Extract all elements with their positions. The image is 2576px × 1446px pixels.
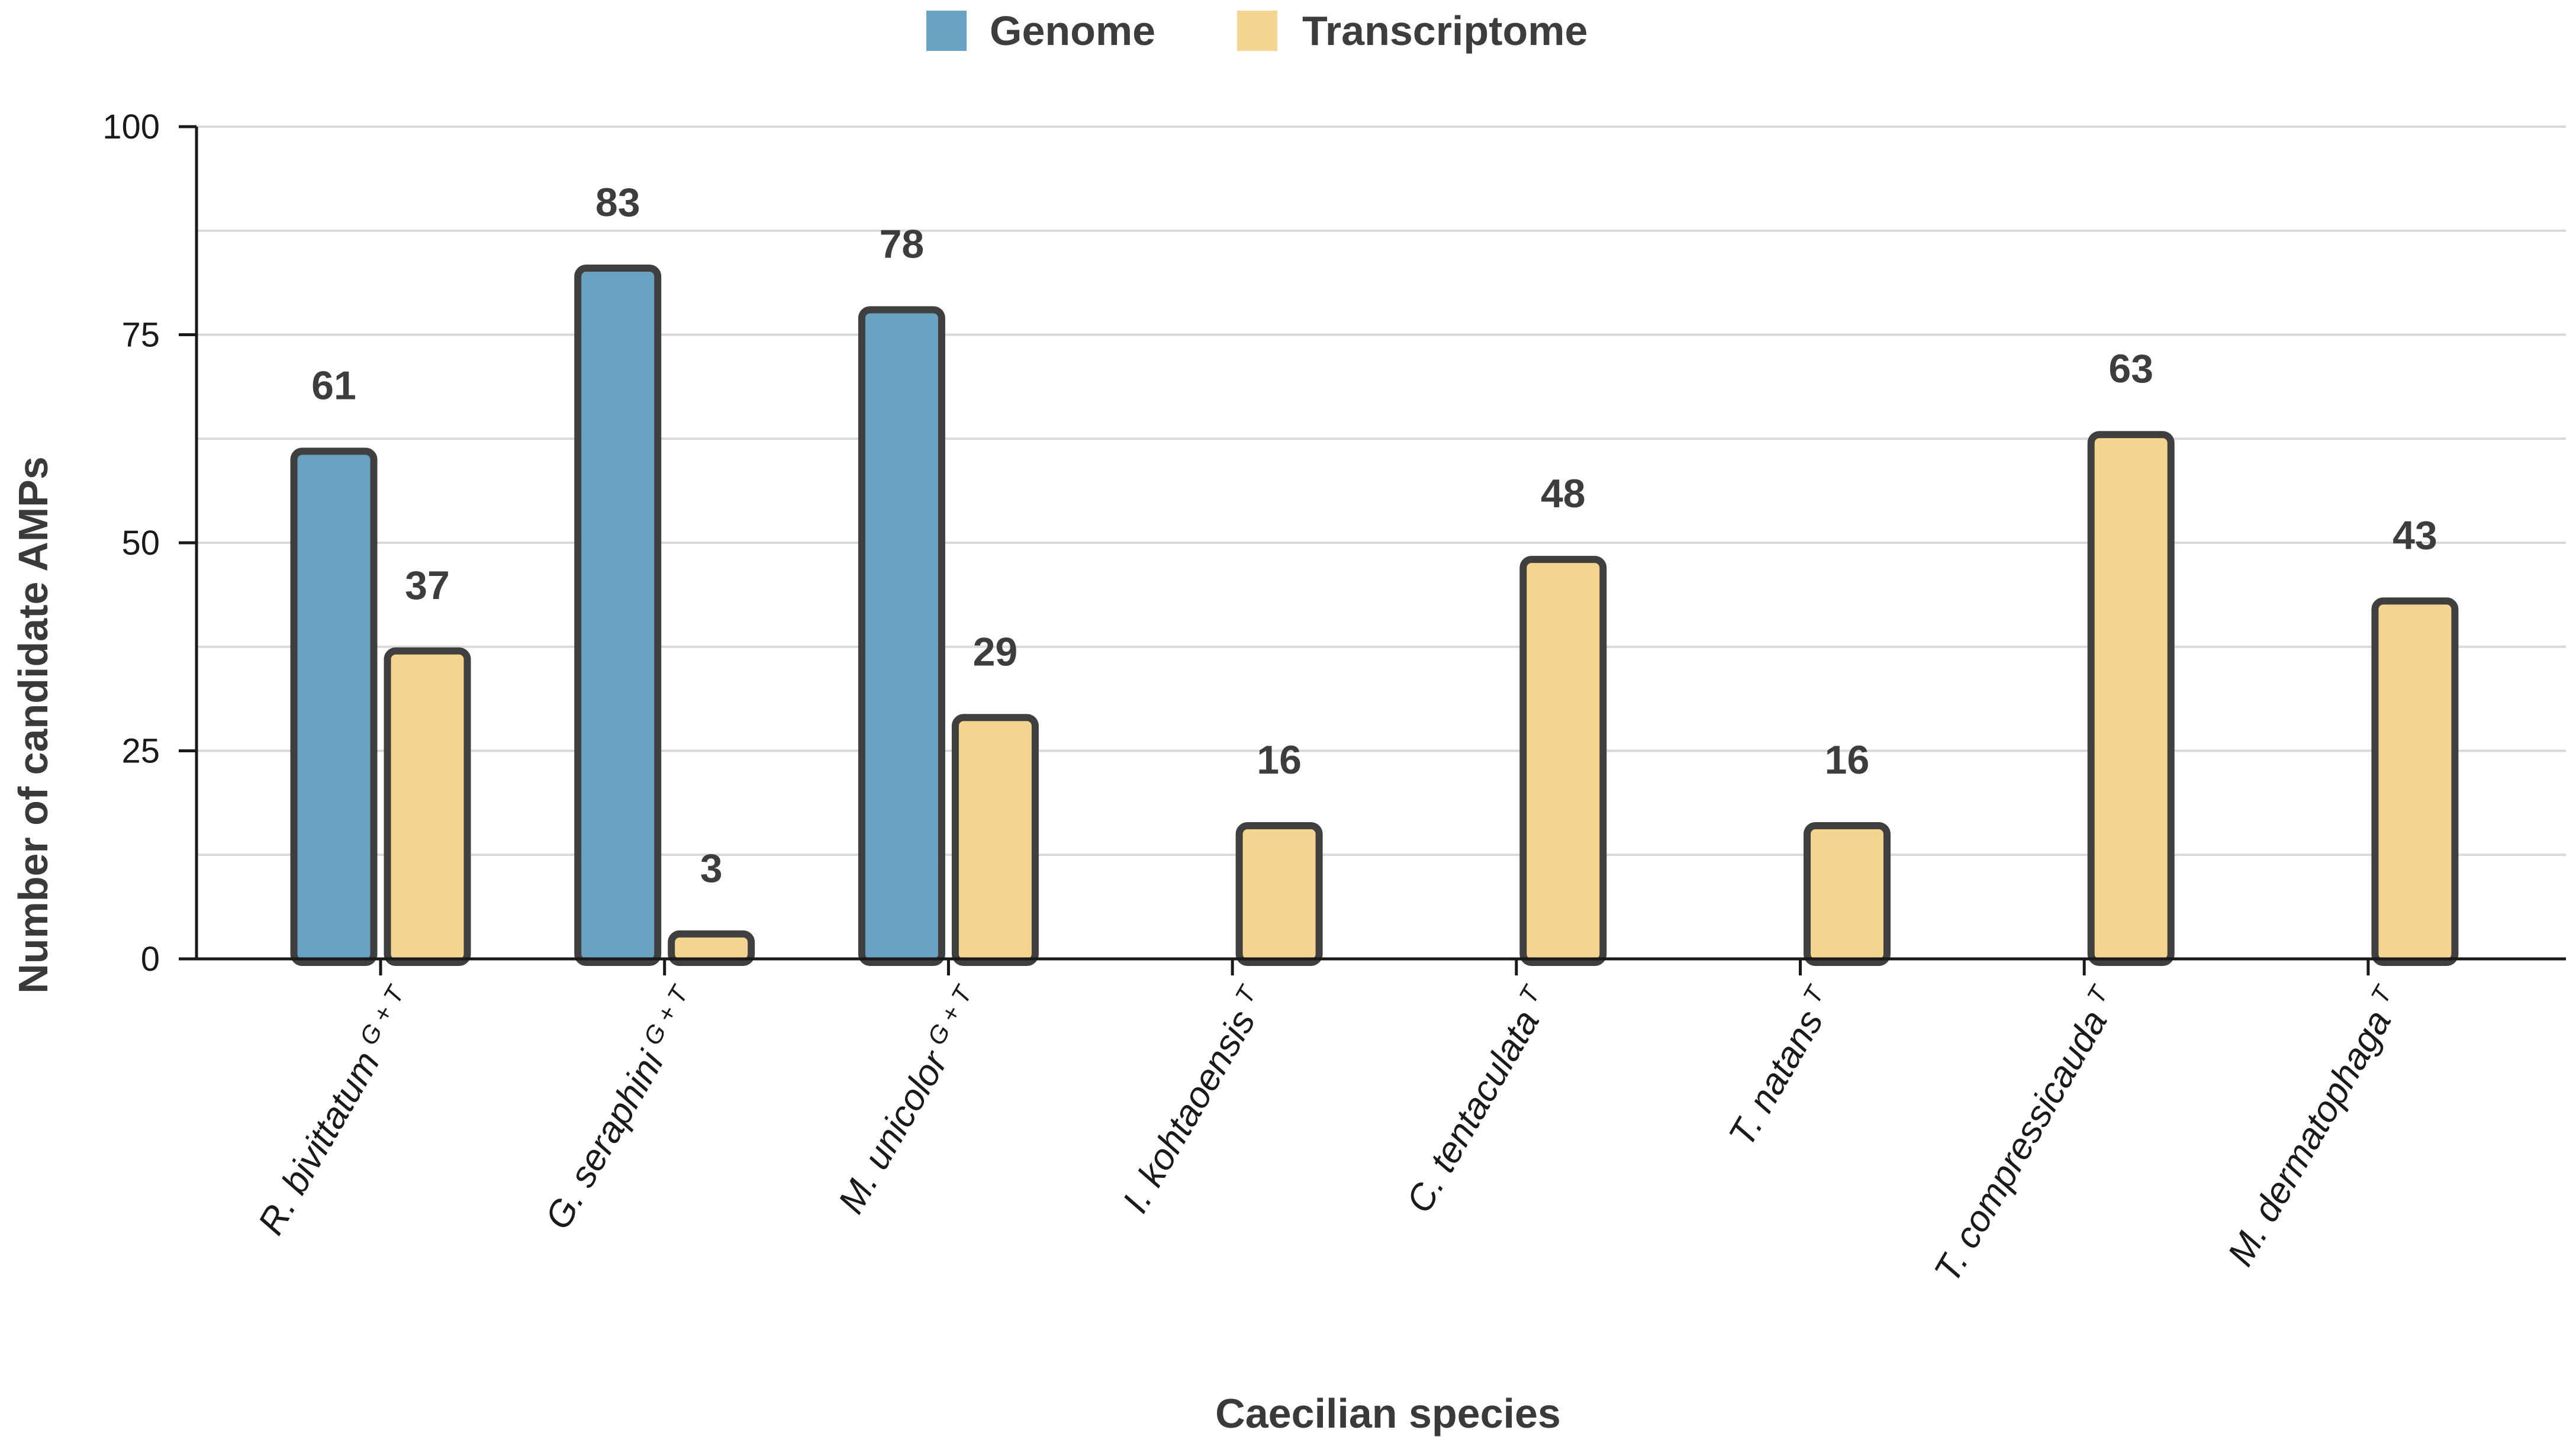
gridlines (197, 125, 2566, 856)
data-label: 29 (973, 629, 1018, 674)
category-name: I. kohtaoensis (1115, 1003, 1263, 1220)
data-label: 37 (405, 563, 450, 608)
category-source: T (1798, 980, 1830, 1009)
bar-transcriptome (2087, 431, 2175, 966)
data-label: 3 (700, 846, 723, 891)
y-tick-label: 100 (102, 108, 160, 146)
legend-swatch-transcriptome (1237, 11, 1277, 51)
y-tick-label: 75 (121, 316, 160, 355)
category-label: I. kohtaoensisT (1112, 980, 1276, 1220)
category-label: C. tentaculataT (1396, 980, 1560, 1220)
category-name: T. natans (1721, 1003, 1831, 1153)
legend-label: Genome (990, 8, 1155, 54)
category-source: G + T (354, 980, 410, 1049)
bar-transcriptome (1519, 556, 1607, 966)
category-label: R. bivittatumG + T (248, 980, 424, 1241)
bars (290, 265, 2459, 967)
category-source: T (1514, 980, 1546, 1009)
data-label: 16 (1825, 738, 1870, 782)
category-source: T (1229, 980, 1262, 1009)
category-label: M. dermatophagaT (2217, 980, 2412, 1273)
category-labels: R. bivittatumG + TG. seraphiniG + TM. un… (248, 980, 2412, 1289)
bar-transcriptome (384, 647, 471, 966)
data-label: 16 (1257, 738, 1302, 782)
y-tick-label: 0 (141, 940, 160, 978)
data-label: 48 (1541, 471, 1586, 516)
category-source: T (2365, 980, 2398, 1009)
category-name: G. seraphini (537, 1044, 672, 1236)
bar-transcriptome (951, 714, 1039, 966)
category-name: T. compressicauda (1927, 1003, 2115, 1289)
category-label: M. unicolorG + T (828, 980, 992, 1220)
category-source: T (2081, 980, 2114, 1009)
bar-genome (290, 447, 378, 966)
category-label: G. seraphiniG + T (534, 980, 708, 1236)
category-source: G + T (638, 980, 694, 1049)
data-label: 63 (2108, 346, 2153, 391)
legend-label: Transcriptome (1302, 8, 1588, 54)
data-label: 83 (595, 180, 640, 225)
bar-transcriptome (1235, 822, 1323, 967)
data-labels: 61 37 83 3 78 29 16 48 16 63 43 (311, 180, 2437, 891)
bar-transcriptome (2371, 597, 2459, 966)
axes: 0 25 50 75 100 (102, 108, 2566, 978)
bar-transcriptome (668, 930, 755, 966)
bar-genome (574, 265, 662, 966)
category-name: M. unicolor (830, 1044, 957, 1220)
bar-genome (858, 306, 945, 967)
category-name: C. tentaculata (1399, 1003, 1547, 1220)
y-axis-title: Number of candidate AMPs (10, 456, 56, 994)
y-tick-label: 50 (121, 524, 160, 562)
category-name: R. bivittatum (250, 1045, 388, 1242)
category-label: T. compressicaudaT (1924, 980, 2128, 1289)
category-label: T. natansT (1718, 980, 1844, 1153)
legend-swatch-genome (926, 11, 967, 51)
data-label: 43 (2393, 513, 2437, 558)
legend: Genome Transcriptome (926, 8, 1588, 54)
data-label: 61 (311, 363, 356, 408)
category-source: G + T (922, 980, 978, 1049)
bar-transcriptome (1804, 822, 1891, 967)
x-axis-title: Caecilian species (1215, 1390, 1561, 1437)
category-name: M. dermatophaga (2220, 1003, 2399, 1273)
data-label: 78 (880, 221, 925, 266)
y-tick-label: 25 (121, 732, 160, 771)
